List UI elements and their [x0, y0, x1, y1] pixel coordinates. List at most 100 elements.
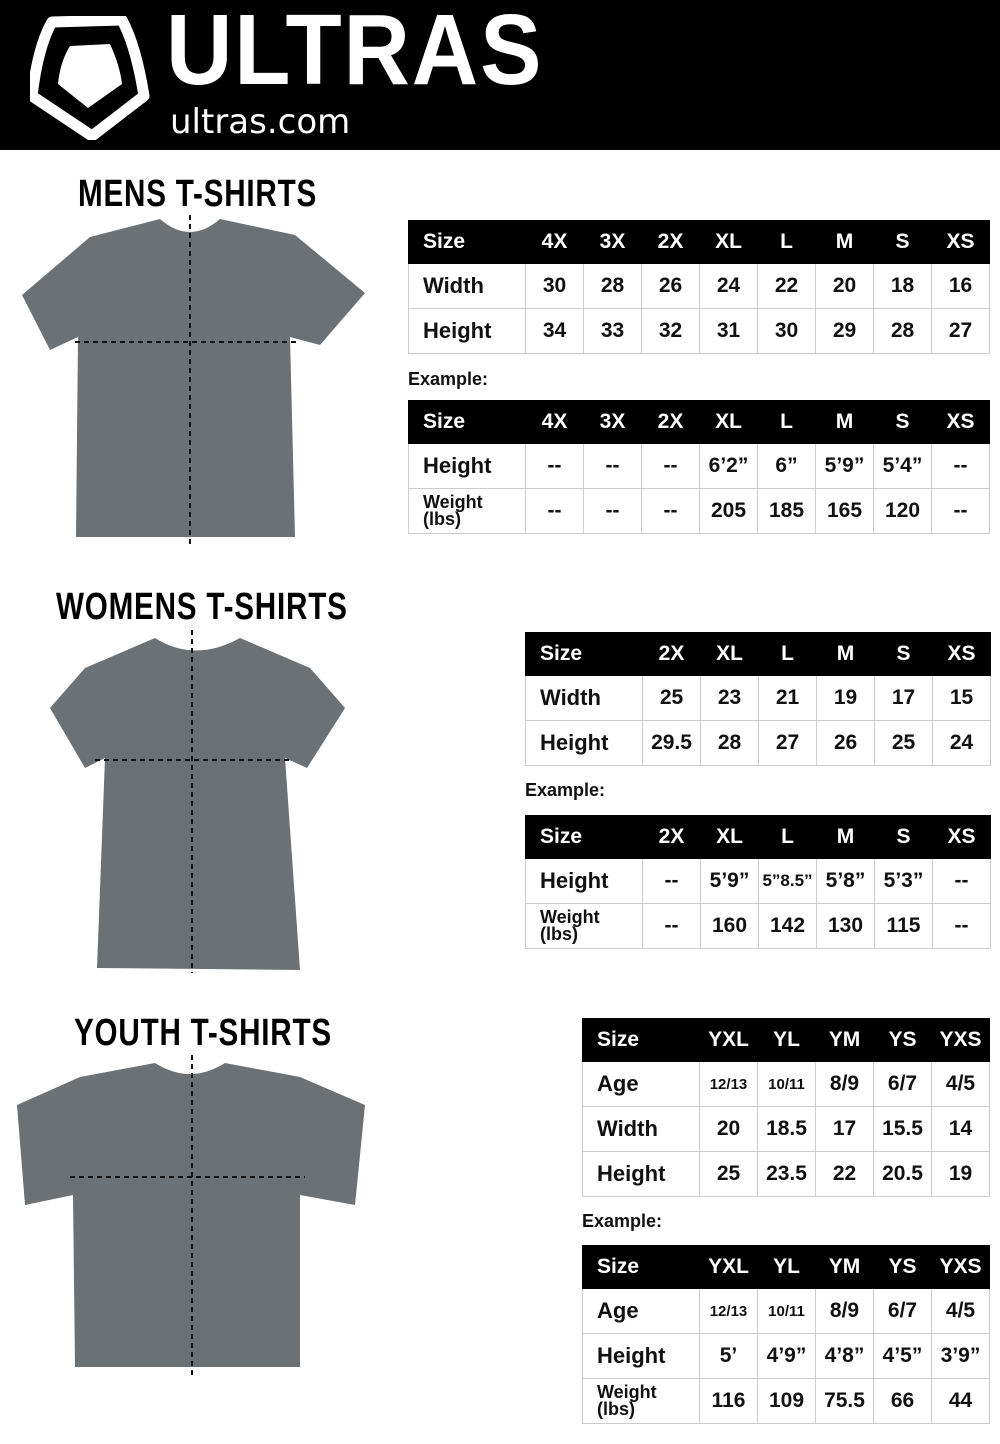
table-cell: 32: [641, 308, 700, 354]
row-label: Height: [408, 443, 526, 489]
table-cell: YL: [757, 1018, 816, 1062]
table-cell: 23.5: [757, 1151, 816, 1197]
table-cell: 6/7: [873, 1288, 932, 1334]
table-cell: 3X: [583, 220, 642, 264]
table-cell: --: [641, 443, 700, 489]
table-cell: 116: [699, 1378, 758, 1424]
mens-size-table: Size 4X 3X 2X XL L M S XS Width 30 28 26 24 22 20 18 16 He…: [408, 220, 990, 354]
table-cell: S: [874, 815, 933, 859]
row-label: Size: [582, 1018, 700, 1062]
womens-shirt-image: [50, 630, 345, 973]
table-cell: 10/11: [757, 1061, 816, 1107]
table-row: Height 25 23.5 22 20.5 19: [582, 1151, 990, 1197]
table-cell: 15.5: [873, 1106, 932, 1152]
row-label: Height: [525, 858, 643, 904]
table-cell: 24: [699, 263, 758, 309]
table-cell: 15: [932, 675, 991, 721]
youth-example-label: Example:: [582, 1211, 663, 1231]
table-cell: 19: [816, 675, 875, 721]
table-cell: 24: [932, 720, 991, 766]
table-cell: L: [758, 815, 817, 859]
row-label: Height: [408, 308, 526, 354]
mens-example-label: Example:: [408, 369, 489, 389]
table-cell: 2X: [642, 815, 701, 859]
table-cell: YXL: [699, 1245, 758, 1289]
table-cell: M: [816, 815, 875, 859]
table-cell: 30: [757, 308, 816, 354]
table-cell: 27: [931, 308, 990, 354]
row-label: Size: [408, 400, 526, 444]
row-label: Width: [582, 1106, 700, 1152]
table-cell: 28: [583, 263, 642, 309]
table-cell: 5’8”: [816, 858, 875, 904]
womens-example-table: Size 2X XL L M S XS Height -- 5’9” 5”8.5” 5’8” 5’3” -…: [525, 815, 991, 949]
table-cell: --: [642, 858, 701, 904]
table-cell: XL: [700, 815, 759, 859]
table-cell: 120: [873, 488, 932, 534]
table-cell: --: [932, 903, 991, 949]
table-cell: 27: [758, 720, 817, 766]
brand-name: ULTRAS: [166, 0, 544, 106]
youth-shirt-image: [17, 1055, 365, 1377]
table-cell: 130: [816, 903, 875, 949]
table-cell: --: [583, 443, 642, 489]
header-row: Size YXL YL YM YS YXS: [582, 1018, 990, 1062]
table-cell: 4X: [525, 400, 584, 444]
table-cell: YXS: [931, 1245, 990, 1289]
table-cell: 29: [815, 308, 874, 354]
table-cell: YS: [873, 1018, 932, 1062]
table-cell: --: [525, 488, 584, 534]
table-cell: 25: [642, 675, 701, 721]
table-cell: 25: [699, 1151, 758, 1197]
row-label: Age: [582, 1288, 700, 1334]
table-cell: 3X: [583, 400, 642, 444]
table-cell: 3’9”: [931, 1333, 990, 1379]
row-label: Size: [525, 815, 643, 859]
table-cell: XS: [931, 220, 990, 264]
row-label: Height: [582, 1151, 700, 1197]
table-cell: --: [641, 488, 700, 534]
table-cell: S: [874, 632, 933, 676]
table-cell: 28: [873, 308, 932, 354]
table-cell: 4’5”: [873, 1333, 932, 1379]
table-cell: 2X: [641, 220, 700, 264]
table-cell: 28: [700, 720, 759, 766]
row-label: Height: [582, 1333, 700, 1379]
table-cell: XL: [700, 632, 759, 676]
table-cell: XS: [932, 632, 991, 676]
header-row: Size YXL YL YM YS YXS: [582, 1245, 990, 1289]
table-cell: 44: [931, 1378, 990, 1424]
table-cell: 165: [815, 488, 874, 534]
table-row: Weight (lbs) -- -- -- 205 185 165 120 --: [408, 488, 990, 534]
header-row: Size 4X 3X 2X XL L M S XS: [408, 400, 990, 444]
table-cell: 19: [931, 1151, 990, 1197]
table-cell: M: [815, 220, 874, 264]
table-cell: XS: [931, 400, 990, 444]
table-cell: 20: [699, 1106, 758, 1152]
table-cell: YS: [873, 1245, 932, 1289]
table-row: Width 20 18.5 17 15.5 14: [582, 1106, 990, 1152]
table-cell: --: [931, 488, 990, 534]
table-cell: YXL: [699, 1018, 758, 1062]
ultras-shield-logo: [30, 16, 150, 140]
site-url: ultras.com: [170, 102, 351, 142]
table-cell: 142: [758, 903, 817, 949]
table-cell: 4’9”: [757, 1333, 816, 1379]
table-cell: 8/9: [815, 1288, 874, 1334]
table-cell: 22: [815, 1151, 874, 1197]
table-cell: 4X: [525, 220, 584, 264]
table-cell: 4/5: [931, 1288, 990, 1334]
table-cell: 31: [699, 308, 758, 354]
table-cell: 30: [525, 263, 584, 309]
table-cell: --: [642, 903, 701, 949]
table-cell: YL: [757, 1245, 816, 1289]
table-cell: --: [583, 488, 642, 534]
table-cell: 22: [757, 263, 816, 309]
mens-shirt-image: [22, 215, 365, 545]
table-cell: 18: [873, 263, 932, 309]
table-cell: 34: [525, 308, 584, 354]
table-cell: YM: [815, 1018, 874, 1062]
table-cell: 26: [641, 263, 700, 309]
womens-size-table: Size 2X XL L M S XS Width 25 23 21 19 17 15 Height 29.5…: [525, 632, 991, 766]
table-row: Height 29.5 28 27 26 25 24: [525, 720, 991, 766]
